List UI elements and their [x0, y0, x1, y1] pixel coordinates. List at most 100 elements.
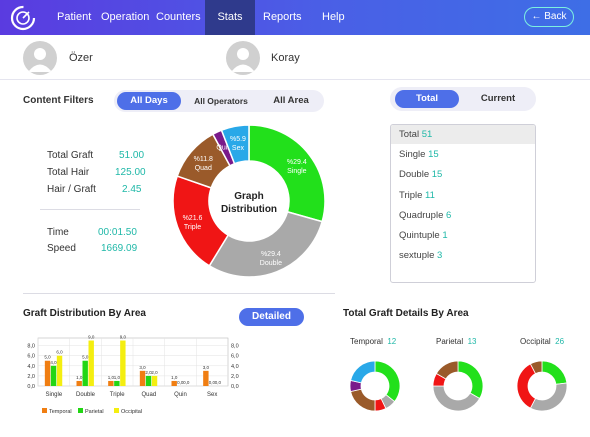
top-nav-bar: Patient Operation Counters Stats Reports…	[0, 0, 590, 35]
graft-list-item-total[interactable]: Total 51	[391, 125, 535, 144]
slice-quad[interactable]	[435, 360, 459, 380]
filter-all-operators[interactable]: All Operators	[194, 96, 248, 106]
bar-parietal-quad[interactable]	[145, 375, 152, 386]
bar-temporal-quin[interactable]	[171, 380, 177, 386]
graft-list-item-quadruple[interactable]: Quadruple 6	[391, 206, 535, 225]
graft-list-item-count: 6	[446, 209, 452, 221]
content-filters-label: Content Filters	[23, 95, 94, 106]
slice-double[interactable]	[529, 382, 568, 412]
bar-temporal-double[interactable]	[76, 380, 82, 386]
nav-patient[interactable]: Patient	[57, 11, 92, 23]
graft-list-item-label: Total	[399, 129, 422, 140]
bar-parietal-single[interactable]	[50, 365, 57, 386]
bar-occipital-triple[interactable]	[120, 340, 126, 386]
app-logo-icon[interactable]	[9, 4, 37, 32]
bar-value-label: 0,0	[215, 380, 222, 385]
graft-count-list: Total 51 Single 15 Double 15 Triple 11 Quadr…	[390, 124, 536, 283]
bar-temporal-quad[interactable]	[139, 370, 146, 386]
bar-parietal-double[interactable]	[82, 360, 88, 386]
slice-sex[interactable]	[220, 124, 250, 165]
slice-single[interactable]	[541, 360, 568, 385]
bar-value-label: 2,0	[145, 370, 152, 375]
graft-list-item-label: Single	[399, 149, 429, 161]
bar-value-label: 1,0	[76, 375, 83, 380]
graft-list-item-triple[interactable]: Triple 11	[391, 186, 535, 205]
toggle-total[interactable]: Total	[395, 90, 459, 108]
patient-bar: Özer Koray	[0, 35, 590, 80]
patient-name-left[interactable]: Özer	[69, 52, 93, 64]
nav-stats[interactable]: Stats	[205, 0, 255, 35]
slice-label-double: Double	[260, 260, 282, 267]
bar-value-label: 1,0	[108, 375, 115, 380]
parietal-donut-chart	[432, 360, 484, 412]
graft-list-item-quintuple[interactable]: Quintuple 1	[391, 226, 535, 245]
hair-graft-value: 2.45	[122, 184, 142, 195]
nav-help[interactable]: Help	[322, 11, 345, 23]
slice-pct-sex: %5.9	[230, 136, 246, 143]
graft-list-item-label: Double	[399, 169, 432, 181]
bar-value-label: 9,0	[88, 335, 95, 340]
x-tick-label: Quin	[174, 392, 187, 398]
toggle-current[interactable]: Current	[480, 93, 516, 104]
graft-by-area-title: Graft Distribution By Area	[23, 308, 146, 319]
legend-swatch-parietal	[78, 408, 83, 413]
slice-quad[interactable]	[350, 388, 376, 412]
patient-name-right[interactable]: Koray	[271, 52, 300, 64]
slice-quad[interactable]	[529, 360, 543, 375]
slice-label-single: Single	[287, 168, 307, 175]
bar-temporal-triple[interactable]	[108, 380, 114, 386]
bar-temporal-single[interactable]	[44, 360, 51, 386]
occipital-donut-chart	[516, 360, 568, 412]
graft-list-item-count: 11	[425, 189, 435, 201]
bar-value-label: 2,0	[151, 370, 158, 375]
slice-sex[interactable]	[350, 360, 376, 384]
bar-value-label: 0,0	[183, 380, 190, 385]
slice-triple[interactable]	[516, 363, 537, 409]
section-divider	[23, 293, 335, 294]
time-value: 00:01.50	[98, 227, 137, 238]
graft-list-item-double[interactable]: Double 15	[391, 165, 535, 184]
bar-value-label: 9,0	[120, 335, 127, 340]
y-tick-right: 6,0	[231, 354, 239, 360]
total-graft-label: Total Graft	[47, 150, 94, 161]
speed-value: 1669.09	[101, 243, 138, 254]
filter-all-area[interactable]: All Area	[273, 95, 309, 106]
bar-occipital-double[interactable]	[88, 340, 94, 386]
bar-occipital-single[interactable]	[56, 355, 63, 386]
legend-label-parietal: Parietal	[85, 409, 104, 415]
temporal-donut-chart	[349, 360, 401, 412]
bar-parietal-triple[interactable]	[114, 380, 120, 386]
slice-pct-quad: %11.8	[194, 156, 213, 163]
nav-reports[interactable]: Reports	[263, 11, 302, 23]
bar-value-label: 3,0	[203, 365, 210, 370]
donut-hole	[211, 163, 287, 239]
graft-list-item-sextuple[interactable]: sextuple 3	[391, 246, 535, 265]
slice-pct-double: %29.4	[261, 251, 281, 258]
bar-value-label: 5,0	[44, 355, 51, 360]
y-tick-right: 4,0	[231, 364, 239, 370]
filter-all-days[interactable]: All Days	[117, 92, 181, 110]
bar-temporal-sex[interactable]	[203, 370, 209, 386]
slice-single[interactable]	[248, 124, 326, 223]
total-hair-label: Total Hair	[47, 167, 90, 178]
nav-counters[interactable]: Counters	[156, 11, 201, 23]
detailed-button[interactable]: Detailed	[239, 308, 304, 326]
graft-list-item-count: 15	[431, 169, 443, 181]
area-label-parietal: Parietal 13	[436, 337, 477, 346]
slice-pct-single: %29.4	[287, 159, 307, 166]
slice-label-quad: Quad	[195, 165, 212, 172]
bar-value-label: 1,0	[114, 375, 121, 380]
x-tick-label: Quad	[141, 392, 156, 398]
graft-by-area-bar-chart: 0,0 0,02,0 2,04,0 4,06,0 6,08,0 8,05,04,06,0S…	[27, 335, 239, 415]
slice-double[interactable]	[208, 210, 324, 278]
back-button[interactable]: ← Back	[524, 7, 574, 27]
bar-occipital-quad[interactable]	[151, 375, 158, 386]
bar-value-label: 6,0	[56, 350, 63, 355]
graft-list-item-label: Quadruple	[399, 209, 447, 221]
graft-list-item-single[interactable]: Single 15	[391, 145, 535, 164]
time-label: Time	[47, 227, 69, 238]
nav-operation[interactable]: Operation	[101, 11, 150, 23]
y-tick-right: 8,0	[231, 344, 239, 350]
legend-label-occipital: Occipital	[121, 409, 142, 415]
x-tick-label: Single	[45, 392, 62, 398]
